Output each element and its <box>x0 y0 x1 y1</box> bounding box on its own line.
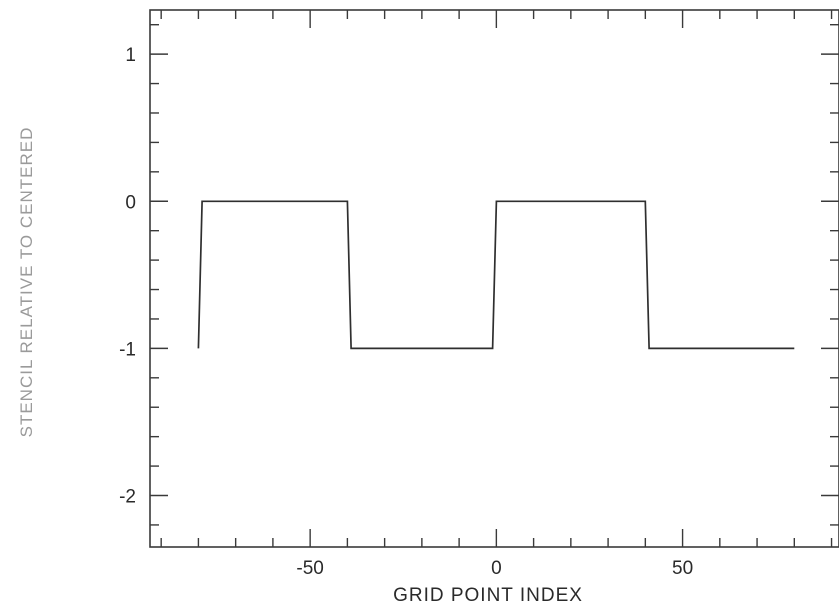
y-tick-label: 0 <box>125 192 136 213</box>
major-ticks <box>150 10 839 547</box>
x-tick-labels: -50 0 50 <box>296 558 693 579</box>
minor-ticks <box>150 10 839 547</box>
x-axis-title: GRID POINT INDEX <box>393 585 583 606</box>
plot-frame <box>149 9 839 548</box>
series-layer <box>197 200 795 350</box>
x-tick-label: 50 <box>672 558 693 579</box>
y-axis-title: STENCIL RELATIVE TO CENTERED <box>17 127 36 438</box>
y-tick-label: 1 <box>125 45 136 66</box>
x-tick-label: -50 <box>296 558 323 579</box>
series-line-0 <box>197 200 795 350</box>
y-tick-label: -2 <box>119 487 136 508</box>
x-tick-label: 0 <box>491 558 502 579</box>
y-tick-labels: 1 0 -1 -2 <box>119 45 136 507</box>
y-tick-label: -1 <box>119 339 136 360</box>
